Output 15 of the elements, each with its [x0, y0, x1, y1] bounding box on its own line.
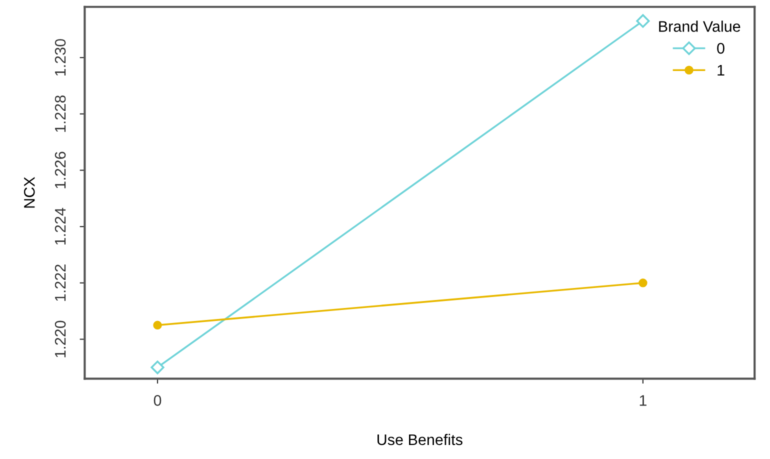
legend-label: 1 — [718, 64, 724, 76]
y-tick-label: 1.220 — [54, 320, 66, 358]
y-tick-label: 1.228 — [54, 95, 66, 132]
point — [153, 320, 162, 330]
legend-label: 0 — [717, 42, 724, 54]
point — [638, 278, 648, 288]
x-axis-title: Use Benefits — [378, 434, 462, 446]
y-tick-label: 1.224 — [54, 208, 66, 245]
y-axis-title: NCX — [24, 176, 35, 208]
y-tick-label: 1.230 — [54, 39, 66, 76]
point — [150, 360, 164, 374]
y-tick-label: 1.222 — [54, 264, 66, 301]
point — [636, 14, 650, 28]
y-tick-label: 1.226 — [54, 152, 66, 188]
legend-title: Brand Value — [659, 20, 740, 32]
